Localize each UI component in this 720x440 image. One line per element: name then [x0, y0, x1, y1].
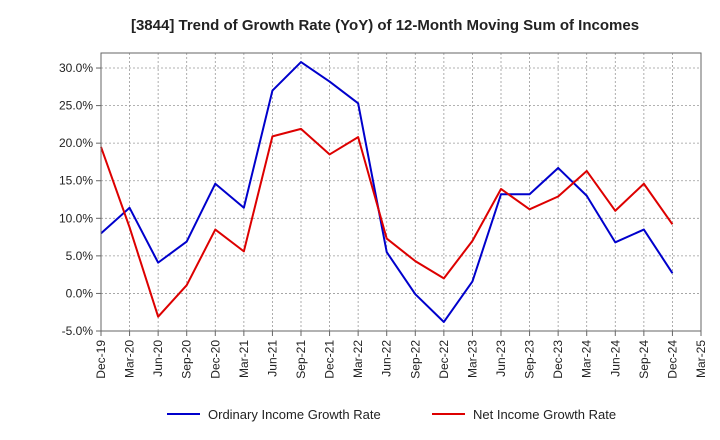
- x-tick-label: Sep-22: [408, 340, 422, 379]
- x-tick-label: Jun-23: [494, 340, 508, 377]
- x-tick-label: Jun-22: [380, 340, 394, 377]
- x-tick-label: Mar-21: [237, 340, 251, 378]
- x-tick-label: Mar-25: [694, 340, 708, 378]
- x-tick-label: Dec-19: [94, 340, 108, 379]
- y-tick-label: 20.0%: [59, 136, 93, 150]
- y-tick-label: -5.0%: [62, 324, 94, 338]
- x-tick-label: Dec-24: [665, 340, 679, 379]
- x-tick-label: Sep-23: [523, 340, 537, 379]
- x-tick-label: Mar-23: [465, 340, 479, 378]
- y-tick-label: 10.0%: [59, 211, 93, 225]
- y-tick-label: 15.0%: [59, 174, 93, 188]
- y-tick-label: 5.0%: [66, 249, 94, 263]
- x-tick-label: Mar-20: [123, 340, 137, 378]
- x-tick-label: Sep-21: [294, 340, 308, 379]
- x-tick-label: Jun-20: [151, 340, 165, 377]
- x-tick-label: Jun-21: [265, 340, 279, 377]
- y-tick-label: 0.0%: [66, 286, 94, 300]
- series-line-1: [100, 127, 674, 318]
- series-line-0: [100, 61, 674, 323]
- x-tick-label: Dec-23: [551, 340, 565, 379]
- chart-title: [3844] Trend of Growth Rate (YoY) of 12-…: [131, 17, 639, 34]
- x-tick-label: Dec-22: [437, 340, 451, 379]
- x-tick-label: Sep-20: [180, 340, 194, 379]
- y-tick-label: 30.0%: [59, 61, 93, 75]
- x-tick-label: Dec-20: [208, 340, 222, 379]
- x-tick-label: Jun-24: [608, 340, 622, 377]
- grid: [100, 53, 702, 332]
- x-tick-label: Mar-22: [351, 340, 365, 378]
- series-lines: [100, 61, 674, 323]
- plot-frame: [100, 52, 702, 332]
- y-tick-label: 25.0%: [59, 99, 93, 113]
- x-axis: Dec-19 Mar-20 Jun-20 Sep-20 Dec-20 Mar-21 Jun-…: [94, 331, 708, 379]
- legend-label-1: Net Income Growth Rate: [473, 407, 616, 422]
- x-tick-label: Dec-21: [323, 340, 337, 379]
- y-axis: -5.0% 0.0% 5.0% 10.0% 15.0% 20.0% 25.0% 30.0%: [59, 61, 101, 338]
- x-tick-label: Mar-24: [580, 340, 594, 378]
- legend: Ordinary Income Growth Rate Net Income Gr…: [167, 407, 616, 422]
- legend-label-0: Ordinary Income Growth Rate: [208, 407, 381, 422]
- x-tick-label: Sep-24: [637, 340, 651, 379]
